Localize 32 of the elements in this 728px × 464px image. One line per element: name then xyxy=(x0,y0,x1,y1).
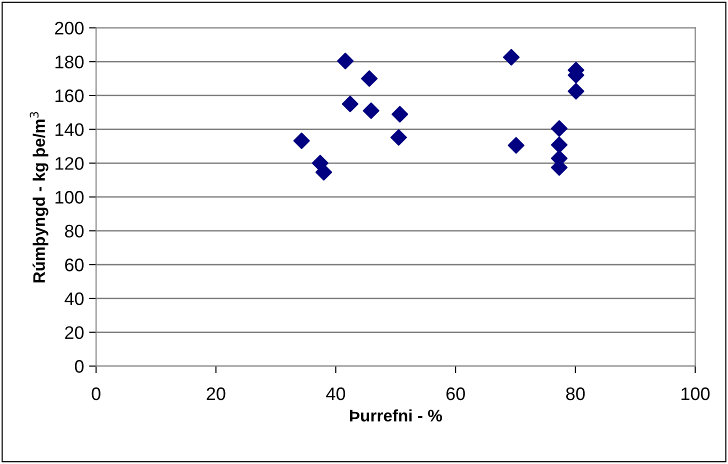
point xyxy=(315,164,332,181)
x-axis-title: Þurrefni - % xyxy=(350,409,442,422)
y-tick-label: 120 xyxy=(56,157,84,170)
x-tick-label: 100 xyxy=(682,387,710,400)
y-tick-label: 0 xyxy=(74,360,84,373)
x-tick-label: 60 xyxy=(446,387,465,400)
y-tick-label: 20 xyxy=(65,326,84,339)
x-tick-label: 40 xyxy=(326,387,346,400)
y-tick-label: 100 xyxy=(56,190,84,204)
x-tick-label: 0 xyxy=(92,387,100,400)
x-tick-label: 80 xyxy=(566,387,585,400)
point xyxy=(337,52,354,70)
y-tick-label: 160 xyxy=(56,89,84,102)
y-tick-label: 60 xyxy=(65,258,84,272)
point xyxy=(550,120,568,137)
y-tick-label: 80 xyxy=(64,224,84,238)
point xyxy=(568,82,584,100)
y-axis-title: Rúmþyngd - kg þe/m$^{3}$ xyxy=(30,112,48,282)
point xyxy=(293,132,310,150)
point xyxy=(508,137,524,154)
point xyxy=(362,102,380,120)
point xyxy=(342,96,358,112)
x-tick-label: 20 xyxy=(206,387,226,400)
y-tick-label: 180 xyxy=(56,56,84,68)
y-tick-label: 140 xyxy=(56,123,84,136)
point xyxy=(503,48,520,66)
point xyxy=(550,136,568,154)
y-tick-label: 40 xyxy=(64,292,84,306)
point xyxy=(361,70,378,87)
point xyxy=(392,106,408,123)
point xyxy=(390,129,407,146)
y-tick-label: 200 xyxy=(55,22,84,35)
